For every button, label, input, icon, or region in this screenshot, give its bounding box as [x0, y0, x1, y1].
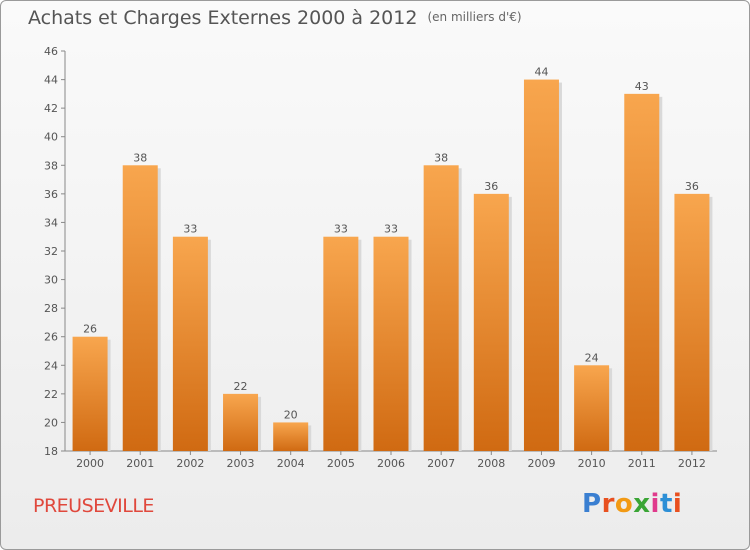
bar	[72, 336, 108, 451]
proxiti-logo[interactable]: Proxiti	[582, 489, 682, 519]
logo-letter: t	[659, 489, 673, 519]
bar-value-label: 43	[635, 80, 649, 93]
x-tick-label: 2007	[427, 457, 455, 470]
logo-letter: r	[601, 489, 615, 519]
x-tick-label: 2008	[477, 457, 505, 470]
logo-letter: i	[650, 489, 660, 519]
commune-name: PREUSEVILLE	[33, 495, 154, 517]
bar	[523, 79, 559, 452]
bar-value-label: 26	[83, 323, 97, 336]
bar-value-label: 36	[484, 180, 498, 193]
y-tick-label: 24	[44, 359, 58, 372]
bar-value-label: 36	[685, 180, 699, 193]
x-tick-label: 2000	[76, 457, 104, 470]
bar	[223, 393, 259, 451]
bar	[674, 193, 710, 451]
bar	[624, 93, 660, 451]
x-tick-label: 2010	[578, 457, 606, 470]
logo-letter: x	[633, 489, 651, 519]
x-tick-label: 2009	[527, 457, 555, 470]
bar	[473, 193, 509, 451]
x-tick-label: 2001	[126, 457, 154, 470]
y-tick-label: 28	[44, 302, 58, 315]
bar	[373, 236, 409, 451]
bar-value-label: 38	[434, 151, 448, 164]
y-tick-label: 26	[44, 331, 58, 344]
y-tick-label: 44	[44, 74, 58, 87]
y-tick-label: 30	[44, 274, 58, 287]
x-tick-label: 2005	[327, 457, 355, 470]
bar	[323, 236, 359, 451]
y-tick-label: 20	[44, 416, 58, 429]
x-tick-label: 2003	[227, 457, 255, 470]
chart-subtitle: (en milliers d'€)	[427, 10, 522, 24]
bar	[423, 165, 459, 452]
bar-value-label: 22	[234, 380, 248, 393]
bar	[172, 236, 208, 451]
x-tick-label: 2006	[377, 457, 405, 470]
x-tick-label: 2011	[628, 457, 656, 470]
y-tick-label: 42	[44, 102, 58, 115]
title-text: Achats et Charges Externes 2000 à 2012	[28, 7, 418, 29]
x-tick-label: 2004	[277, 457, 305, 470]
bar	[122, 165, 158, 452]
bar	[574, 365, 610, 451]
y-tick-label: 38	[44, 159, 58, 172]
bar	[273, 422, 309, 451]
x-tick-label: 2012	[678, 457, 706, 470]
y-tick-label: 32	[44, 245, 58, 258]
bar-value-label: 20	[284, 408, 298, 421]
logo-letter: P	[582, 489, 602, 519]
bar-value-label: 33	[183, 223, 197, 236]
logo-letter: o	[614, 489, 634, 519]
bar-value-label: 38	[133, 151, 147, 164]
y-tick-label: 18	[44, 445, 58, 458]
bar-value-label: 24	[585, 351, 599, 364]
y-tick-label: 36	[44, 188, 58, 201]
chart-title: Achats et Charges Externes 2000 à 2012 (e…	[28, 7, 522, 29]
y-tick-label: 40	[44, 131, 58, 144]
x-tick-label: 2002	[176, 457, 204, 470]
logo-letter: i	[672, 489, 683, 519]
y-tick-label: 22	[44, 388, 58, 401]
bar-value-label: 33	[384, 223, 398, 236]
y-tick-label: 46	[44, 45, 58, 58]
y-tick-label: 34	[44, 216, 58, 229]
bar-value-label: 44	[534, 66, 548, 79]
bar-value-label: 33	[334, 223, 348, 236]
